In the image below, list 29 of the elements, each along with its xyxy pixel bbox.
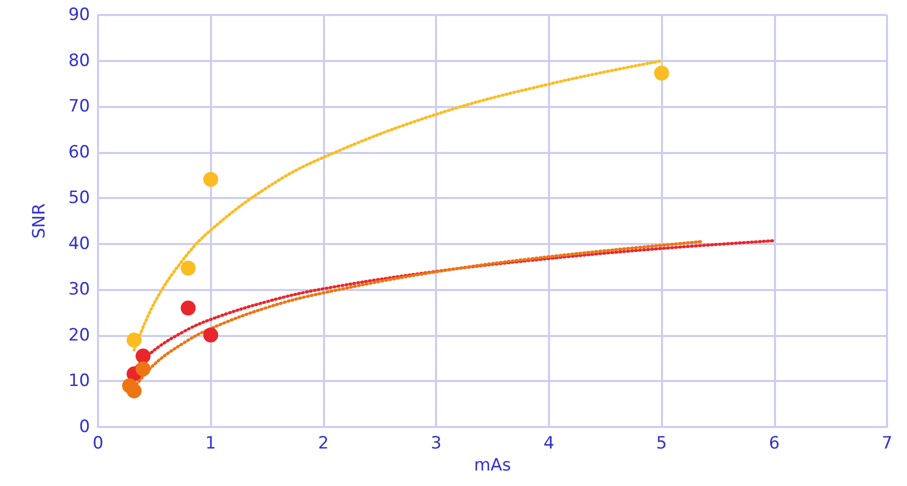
y-tick-label: 90: [68, 5, 90, 25]
y-tick-label: 40: [68, 234, 90, 254]
y-axis-title: SNR: [30, 203, 50, 239]
point: [203, 172, 218, 187]
point: [654, 66, 670, 81]
point: [203, 327, 218, 342]
y-tick-label: 30: [68, 280, 90, 300]
point: [136, 361, 151, 376]
x-tick-label: 6: [768, 434, 780, 454]
y-tick-label: 50: [68, 188, 90, 208]
x-tick-label: 1: [205, 434, 216, 454]
point: [180, 260, 196, 276]
point: [180, 300, 196, 316]
x-tick-label: 2: [318, 434, 329, 454]
x-tick-label: 0: [92, 434, 104, 454]
x-axis-title: mAs: [474, 455, 512, 476]
y-tick-label: 0: [79, 417, 90, 437]
y-tick-label: 80: [68, 50, 90, 71]
point: [126, 332, 142, 348]
y-tick-label: 70: [68, 96, 90, 117]
x-tick-label: 3: [430, 434, 442, 454]
x-tick-label: 5: [656, 434, 667, 454]
y-tick-label: 20: [68, 325, 90, 346]
point: [126, 383, 142, 398]
x-tick-label: 4: [543, 434, 554, 454]
point: [136, 348, 151, 364]
y-tick-label: 60: [68, 142, 90, 162]
y-tick-label: 10: [68, 371, 90, 392]
x-tick-label: 7: [882, 434, 892, 454]
